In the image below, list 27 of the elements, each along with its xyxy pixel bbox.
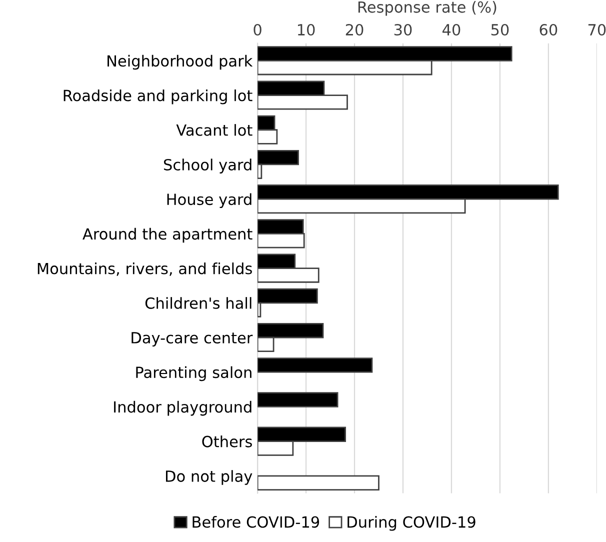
y-tick-label: Indoor playground <box>114 400 252 416</box>
x-tick-label: 30 <box>394 24 412 36</box>
y-tick-label: School yard <box>164 158 252 174</box>
y-tick-label: Around the apartment <box>82 228 252 243</box>
y-tick-label: Children's hall <box>145 297 252 309</box>
x-tick-label: 50 <box>491 24 509 36</box>
y-tick-label: Vacant lot <box>176 124 252 136</box>
y-tick-label: Mountains, rivers, and fields <box>38 262 252 276</box>
y-tick-label: Neighborhood park <box>108 54 253 70</box>
bar <box>258 392 338 408</box>
x-axis-title: Response rate (%) <box>358 1 496 16</box>
x-tick-label: 70 <box>588 24 606 36</box>
legend-label: During COVID-19 <box>348 516 476 531</box>
x-tick-label: 20 <box>346 24 364 36</box>
legend-label: Before COVID-19 <box>192 516 320 528</box>
x-tick-label: 40 <box>442 24 460 36</box>
y-tick-label: Roadside and parking lot <box>64 89 252 104</box>
y-tick-label: Day-care center <box>132 332 253 346</box>
y-tick-label: Parenting salon <box>136 366 252 382</box>
y-tick-label: Others <box>202 436 252 448</box>
y-tick-label: Do not play <box>166 470 252 485</box>
y-tick-label: House yard <box>167 193 252 208</box>
bar <box>258 475 380 490</box>
x-tick-label: 10 <box>298 24 315 36</box>
x-tick-label: 60 <box>540 24 558 36</box>
x-tick-label: 0 <box>254 24 262 36</box>
bar <box>258 358 373 373</box>
